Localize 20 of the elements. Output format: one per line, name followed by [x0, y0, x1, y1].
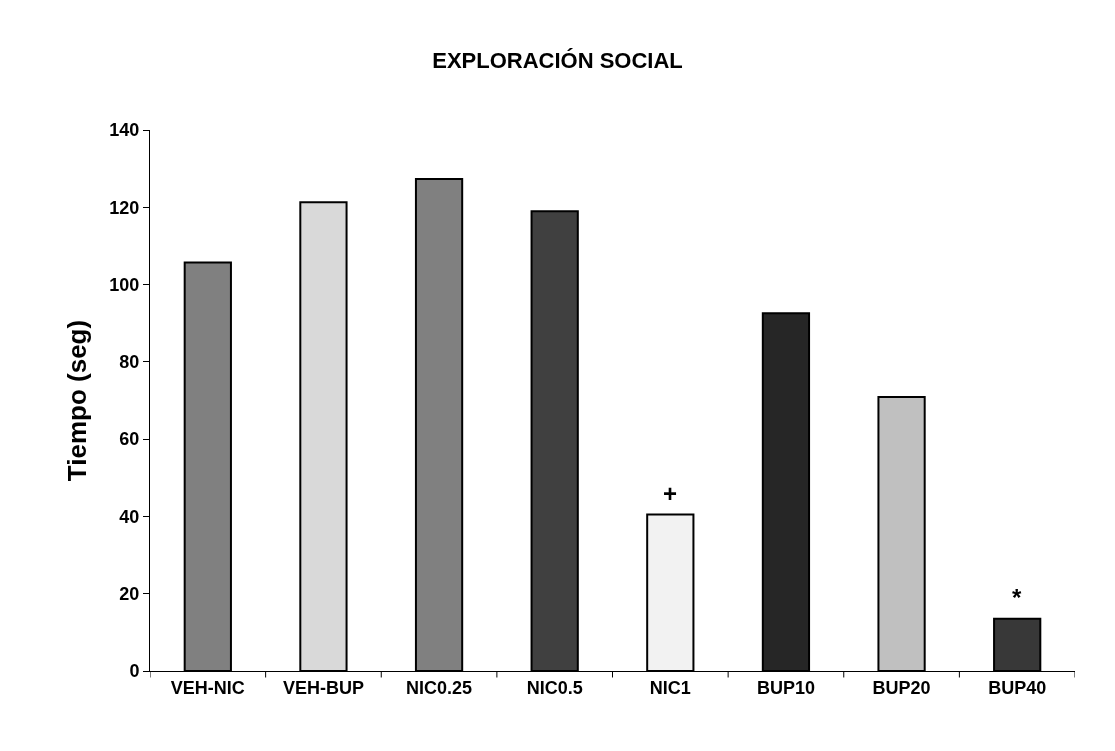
- x-tick-label: BUP10: [756, 677, 815, 698]
- x-tick-label: BUP20: [872, 677, 931, 698]
- y-tick-label: 60: [119, 429, 140, 450]
- x-tick-label: VEH-NIC: [170, 677, 245, 698]
- x-tick-label: BUP40: [988, 677, 1047, 698]
- x-tick-label: NIC0.25: [406, 677, 473, 698]
- chart-title: EXPLORACIÓN SOCIAL: [432, 47, 683, 73]
- y-tick-label: 80: [119, 352, 140, 373]
- annotation: +: [663, 480, 678, 507]
- y-tick-label: 40: [119, 506, 140, 527]
- x-tick-label: NIC0.5: [526, 677, 583, 698]
- y-tick-label: 140: [109, 120, 140, 141]
- x-tick-label: NIC1: [649, 677, 691, 698]
- y-tick-label: 20: [119, 584, 140, 605]
- y-tick-label: 120: [109, 197, 140, 218]
- y-tick-label: 100: [109, 274, 140, 295]
- y-axis-title: Tiempo (seg): [61, 319, 92, 482]
- annotation: *: [1012, 584, 1022, 611]
- y-tick-label: 0: [129, 661, 140, 682]
- x-tick-label: VEH-BUP: [282, 677, 364, 698]
